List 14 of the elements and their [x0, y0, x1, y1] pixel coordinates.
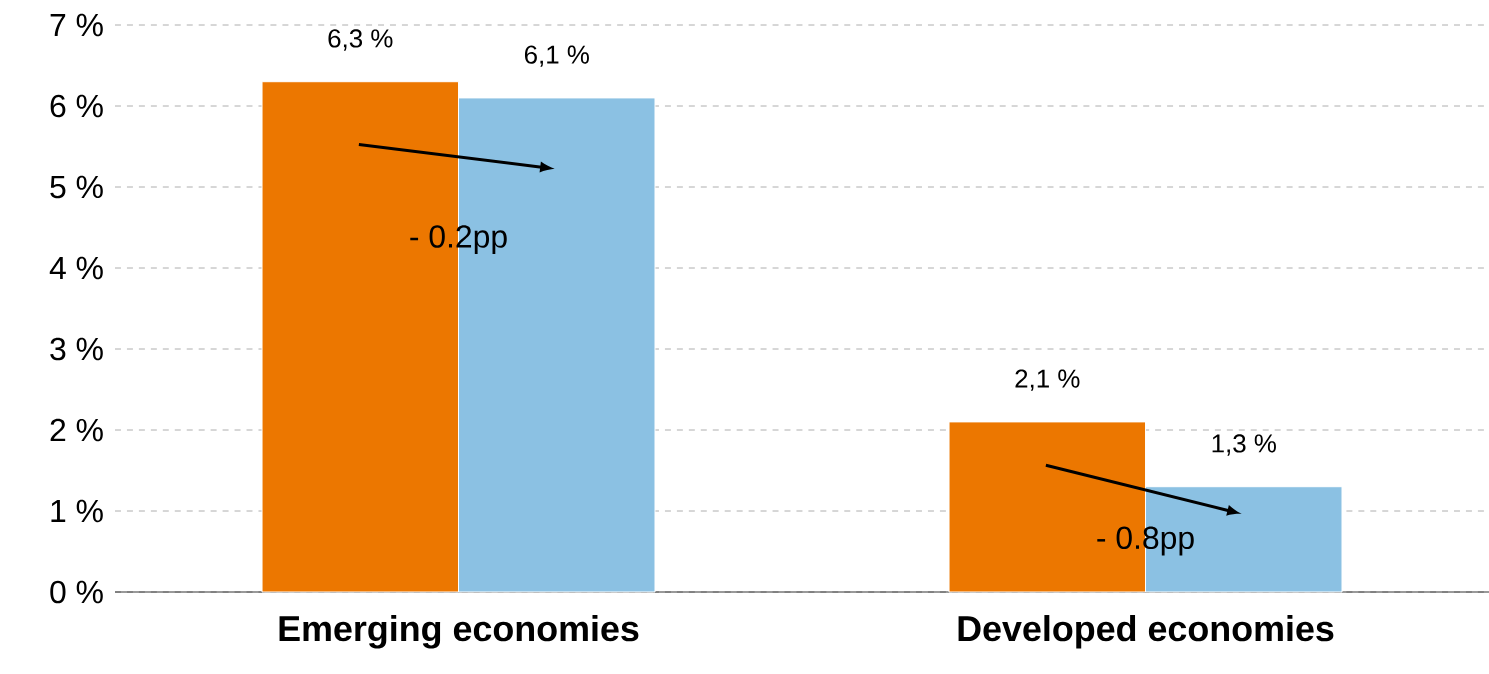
y-tick-label: 3 % — [50, 337, 103, 361]
data-label: 6,3 % — [328, 29, 393, 51]
y-tick-label: 4 % — [49, 256, 103, 280]
y-tick-label: 6 % — [50, 94, 103, 118]
y-tick-label: 5 % — [50, 175, 103, 199]
data-label: 6,1 % — [524, 45, 589, 67]
y-tick-label: 2 % — [50, 418, 103, 442]
y-tick-label: 0 % — [50, 580, 103, 604]
y-tick-label: 1 % — [51, 499, 103, 523]
y-tick-label: 7 % — [50, 13, 103, 37]
x-tick-label: Emerging economies — [279, 615, 639, 649]
x-tick-label: Developed economies — [958, 615, 1334, 649]
data-label: 1,3 % — [1212, 434, 1276, 456]
data-label: 2,1 % — [1015, 369, 1080, 391]
